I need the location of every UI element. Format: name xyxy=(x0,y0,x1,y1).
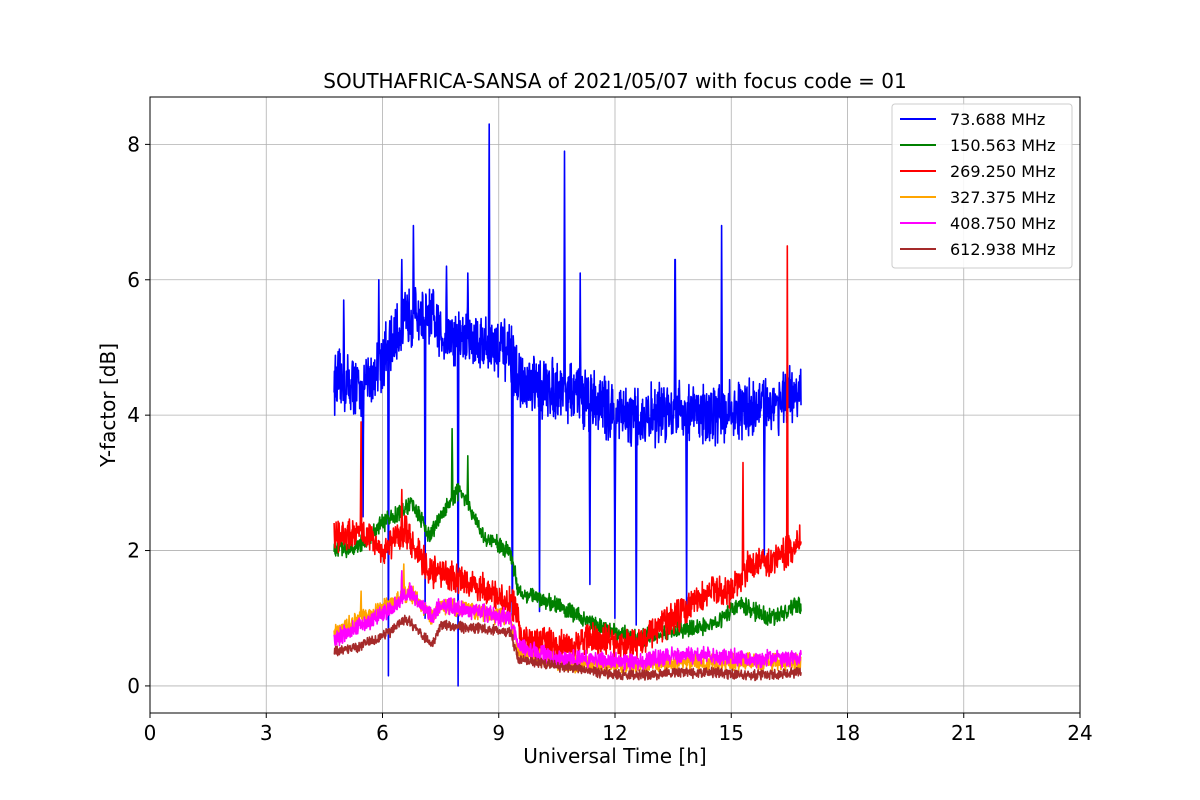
x-tick-label: 12 xyxy=(602,721,627,745)
legend: 73.688 MHz 150.563 MHz 269.250 MHz 327.375 … xyxy=(891,103,1073,269)
legend-label: 408.750 MHz xyxy=(950,214,1055,233)
legend-label: 612.938 MHz xyxy=(950,240,1055,259)
x-axis: 0 3 6 9 12 15 18 21 24 xyxy=(144,713,1093,745)
legend-box xyxy=(891,103,1073,269)
plot-area xyxy=(333,123,802,687)
series-line xyxy=(333,614,802,682)
series-line xyxy=(333,123,802,687)
legend-label: 150.563 MHz xyxy=(950,136,1055,155)
x-tick-label: 6 xyxy=(376,721,389,745)
y-tick-label: 4 xyxy=(127,403,140,427)
x-tick-label: 18 xyxy=(835,721,860,745)
y-axis-label: Y-factor [dB] xyxy=(96,343,120,468)
y-tick-label: 8 xyxy=(127,132,140,156)
chart-title: SOUTHAFRICA-SANSA of 2021/05/07 with foc… xyxy=(323,69,907,93)
series-line xyxy=(333,427,802,647)
legend-label: 327.375 MHz xyxy=(950,188,1055,207)
y-axis: 0 2 4 6 8 xyxy=(127,132,150,698)
series-line xyxy=(333,245,802,664)
y-tick-label: 2 xyxy=(127,539,140,563)
x-tick-label: 21 xyxy=(951,721,976,745)
x-tick-label: 0 xyxy=(144,721,157,745)
legend-label: 73.688 MHz xyxy=(950,110,1045,129)
x-tick-label: 15 xyxy=(719,721,744,745)
y-tick-label: 0 xyxy=(127,674,140,698)
y-tick-label: 6 xyxy=(127,268,140,292)
x-tick-label: 3 xyxy=(260,721,273,745)
legend-label: 269.250 MHz xyxy=(950,162,1055,181)
x-tick-label: 24 xyxy=(1067,721,1092,745)
x-tick-label: 9 xyxy=(492,721,505,745)
x-axis-label: Universal Time [h] xyxy=(523,744,706,768)
